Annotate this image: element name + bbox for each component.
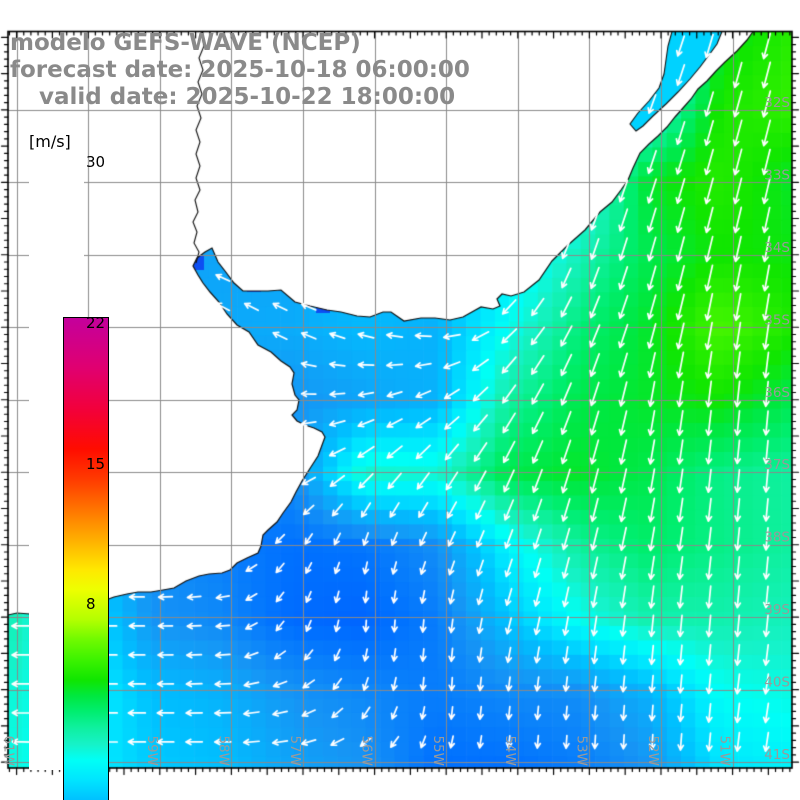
lon-label: 58W [215, 735, 231, 766]
lat-label: 32S [764, 95, 790, 111]
colorbar-tick-15: 15 [86, 454, 106, 473]
colorbar-gradient [63, 317, 109, 800]
colorbar-unit-label: [m/s] [29, 132, 71, 151]
lat-label: 37S [764, 457, 790, 473]
valid-date-line: valid date: 2025-10-22 18:00:00 [39, 84, 456, 110]
lon-label: 54W [502, 735, 518, 766]
lat-label: 41S [764, 747, 790, 763]
lon-label: 51W [717, 735, 733, 766]
colorbar-tick-30: 30 [86, 153, 106, 171]
lat-label: 36S [764, 385, 790, 401]
lat-label: 38S [764, 530, 790, 546]
lat-label: 34S [764, 240, 790, 256]
lat-label: 35S [764, 312, 790, 328]
colorbar-tick-8: 8 [86, 595, 96, 614]
lat-label: 39S [764, 602, 790, 618]
lon-label: 52W [645, 735, 661, 766]
model-title: modelo GEFS-WAVE (NCEP) [10, 30, 361, 56]
colorbar-tick-22: 22 [86, 313, 106, 332]
lon-label: 59W [144, 735, 160, 766]
lon-label: 53W [573, 735, 589, 766]
lat-label: 40S [764, 675, 790, 691]
lon-label: 61W [1, 735, 17, 766]
lat-label: 33S [764, 167, 790, 183]
forecast-date-line: forecast date: 2025-10-18 06:00:00 [10, 57, 470, 83]
lon-label: 57W [287, 735, 303, 766]
colorbar [29, 155, 109, 800]
title-block: modelo GEFS-WAVE (NCEP) forecast date: 2… [10, 30, 470, 111]
lon-label: 56W [359, 735, 375, 766]
lon-label: 55W [430, 735, 446, 766]
